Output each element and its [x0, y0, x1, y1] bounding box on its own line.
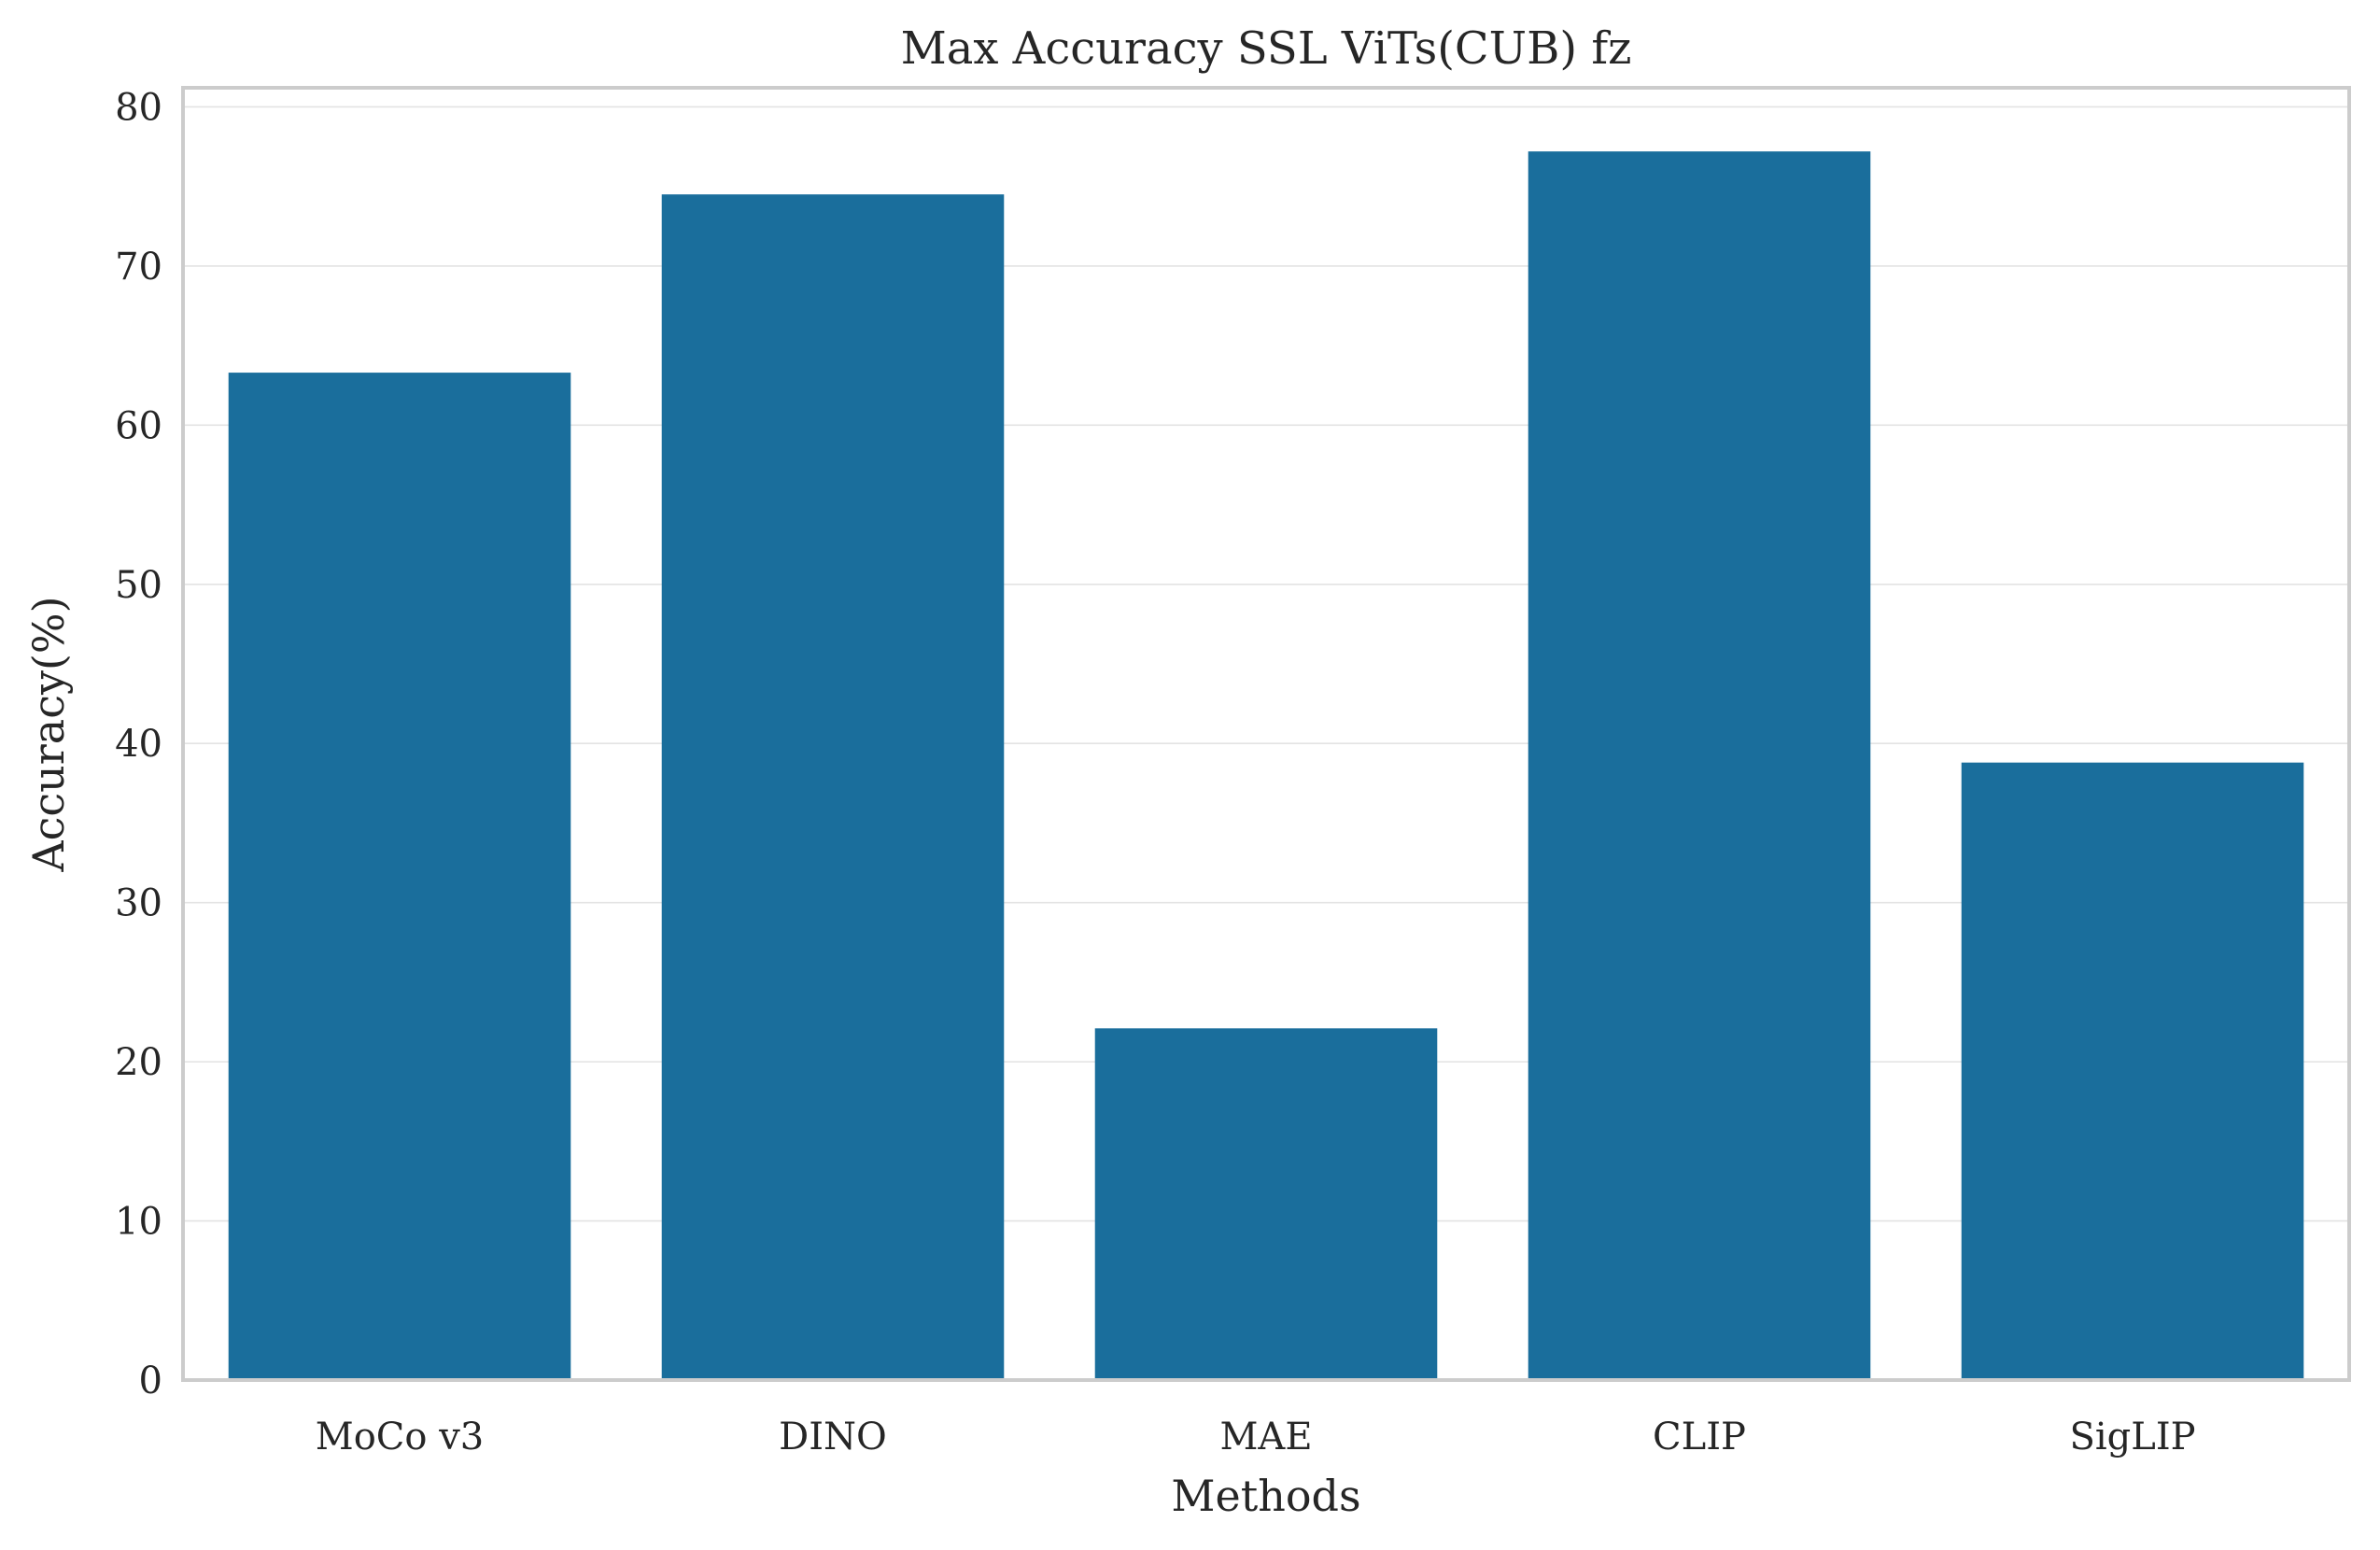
x-tick-label: MAE — [1219, 1416, 1312, 1458]
x-axis-ticks: MoCo v3 DINO MAE CLIP SigLIP — [316, 1416, 2196, 1458]
y-tick-label: 50 — [115, 564, 162, 607]
x-tick-label: DINO — [779, 1416, 887, 1458]
y-tick-label: 0 — [139, 1360, 162, 1402]
y-tick-label: 60 — [115, 404, 162, 447]
y-tick-label: 30 — [115, 882, 162, 925]
x-tick-label: SigLIP — [2069, 1416, 2195, 1458]
y-tick-label: 40 — [115, 723, 162, 766]
y-tick-label: 70 — [115, 246, 162, 289]
y-axis-label: Accuracy(%) — [23, 596, 74, 872]
bar-clip — [1528, 151, 1871, 1380]
y-tick-label: 80 — [115, 86, 162, 129]
x-tick-label: MoCo v3 — [316, 1416, 485, 1458]
x-axis-label: Methods — [1171, 1471, 1360, 1521]
bar-siglip — [1961, 762, 2304, 1380]
y-axis-ticks: 0 10 20 30 40 50 60 70 80 — [115, 86, 162, 1402]
bar-dino — [661, 194, 1005, 1381]
y-tick-label: 10 — [115, 1201, 162, 1244]
bar-moco-v3 — [228, 373, 571, 1380]
y-tick-label: 20 — [115, 1041, 162, 1084]
bars — [228, 151, 2304, 1381]
x-tick-label: CLIP — [1653, 1416, 1746, 1458]
chart-title: Max Accuracy SSL ViTs(CUB) fz — [901, 22, 1632, 75]
bar-mae — [1094, 1028, 1438, 1380]
plot-frame — [181, 86, 2351, 1382]
